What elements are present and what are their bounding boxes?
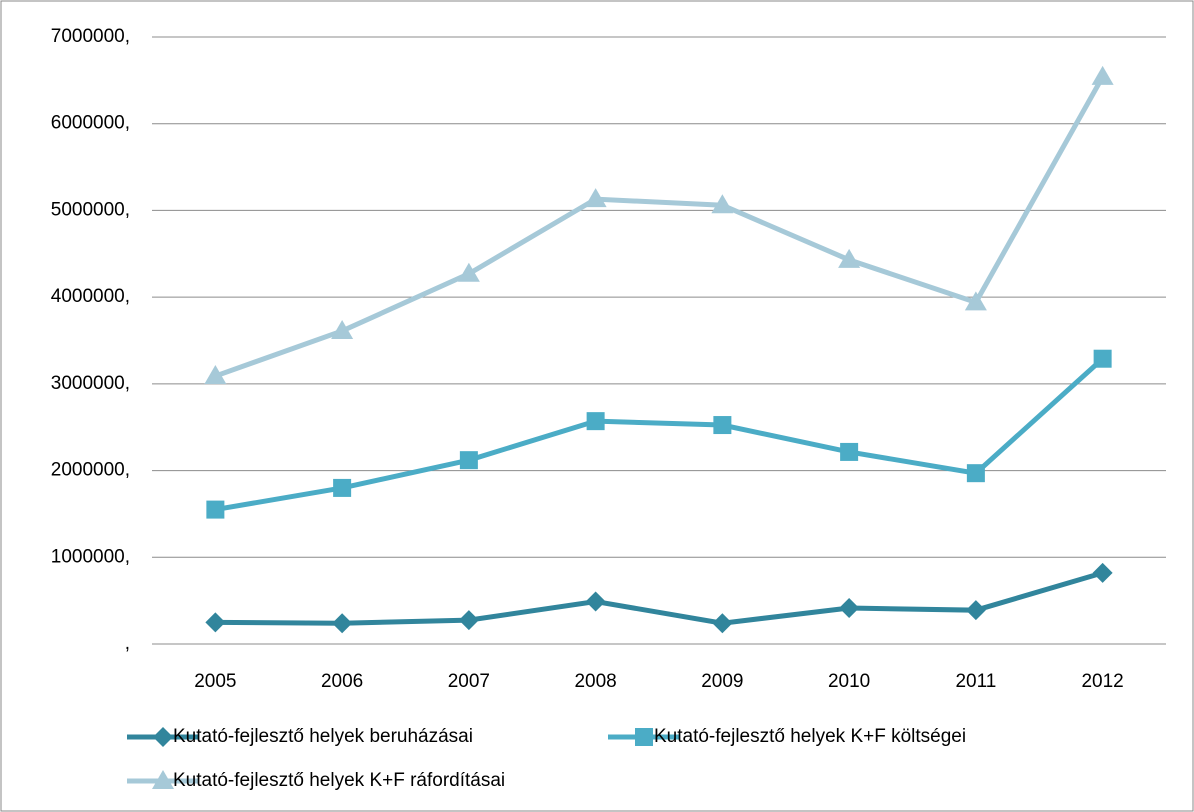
- y-tick-label: 7000000,: [51, 26, 130, 47]
- x-tick-label: 2010: [828, 671, 870, 692]
- x-tick-label: 2012: [1081, 671, 1123, 692]
- marker: [457, 262, 480, 282]
- marker: [964, 291, 987, 311]
- series-line: [215, 570, 1104, 626]
- y-tick-label: 4000000,: [51, 286, 130, 307]
- marker: [712, 613, 733, 634]
- legend-label: Kutató-fejlesztő helyek K+F ráfordításai: [173, 770, 505, 791]
- marker: [1091, 65, 1114, 85]
- marker: [713, 416, 732, 435]
- marker: [840, 442, 859, 461]
- marker: [1092, 562, 1113, 583]
- y-tick-label: ,: [125, 633, 130, 654]
- y-tick-label: 5000000,: [51, 199, 130, 220]
- marker: [331, 319, 354, 339]
- marker: [458, 610, 479, 631]
- marker: [206, 500, 225, 519]
- legend-label: Kutató-fejlesztő helyek K+F költségei: [654, 726, 966, 747]
- marker: [205, 612, 226, 633]
- x-tick-label: 2011: [955, 671, 996, 692]
- marker: [459, 451, 478, 470]
- x-tick-label: 2006: [321, 671, 363, 692]
- marker: [838, 248, 861, 268]
- y-tick-label: 3000000,: [51, 373, 130, 394]
- y-tick-label: 2000000,: [51, 460, 130, 481]
- series-line: [214, 75, 1105, 379]
- legend-marker: [152, 770, 174, 789]
- marker: [965, 600, 986, 621]
- legend-label: Kutató-fejlesztő helyek beruházásai: [173, 726, 473, 747]
- marker: [585, 591, 606, 612]
- marker: [333, 478, 352, 497]
- marker: [204, 365, 227, 385]
- x-tick-label: 2008: [574, 671, 616, 692]
- legend-marker: [635, 728, 653, 746]
- x-tick-label: 2007: [448, 671, 490, 692]
- y-tick-label: 1000000,: [51, 546, 130, 567]
- marker: [711, 194, 734, 214]
- marker: [839, 598, 860, 619]
- legend-marker: [153, 727, 173, 747]
- y-tick-label: 6000000,: [51, 113, 130, 134]
- marker: [1093, 349, 1112, 368]
- marker: [332, 613, 353, 634]
- marker: [586, 412, 605, 431]
- x-tick-label: 2009: [701, 671, 743, 692]
- series-line: [214, 356, 1105, 513]
- marker: [584, 188, 607, 208]
- x-tick-label: 2005: [194, 671, 236, 692]
- marker: [966, 464, 985, 483]
